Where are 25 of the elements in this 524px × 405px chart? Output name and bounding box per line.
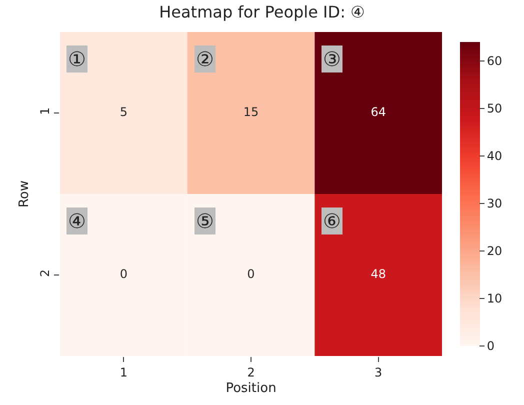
x-axis-title: Position — [226, 381, 276, 396]
x-tick-label: 1 — [120, 365, 128, 380]
x-tick-label: 3 — [374, 365, 382, 380]
annotation: ③ — [323, 47, 341, 71]
color-bar-label: 40 — [486, 149, 502, 164]
annotation: ⑥ — [323, 209, 341, 233]
data-label: 15 — [243, 105, 259, 119]
color-bar-label: 20 — [486, 244, 502, 258]
annotation: ① — [68, 47, 86, 71]
color-bar-label: 60 — [486, 54, 502, 68]
annotation: ⑤ — [196, 209, 214, 233]
data-label: 48 — [370, 267, 386, 281]
annotation: ④ — [68, 209, 86, 233]
data-label: 64 — [370, 105, 386, 119]
y-axis-title: Row — [17, 180, 32, 208]
color-bar-label: 30 — [486, 196, 502, 211]
data-label: 0 — [120, 267, 128, 281]
color-bar-label: 10 — [486, 292, 502, 306]
color-bar-label: 50 — [486, 102, 502, 116]
x-tick-label: 2 — [247, 365, 255, 380]
chart-title: Heatmap for People ID: ④ — [159, 2, 365, 22]
data-label: 0 — [247, 267, 255, 281]
data-label: 5 — [120, 105, 128, 119]
color-bar-label: 0 — [486, 339, 495, 354]
annotation: ② — [196, 47, 214, 71]
